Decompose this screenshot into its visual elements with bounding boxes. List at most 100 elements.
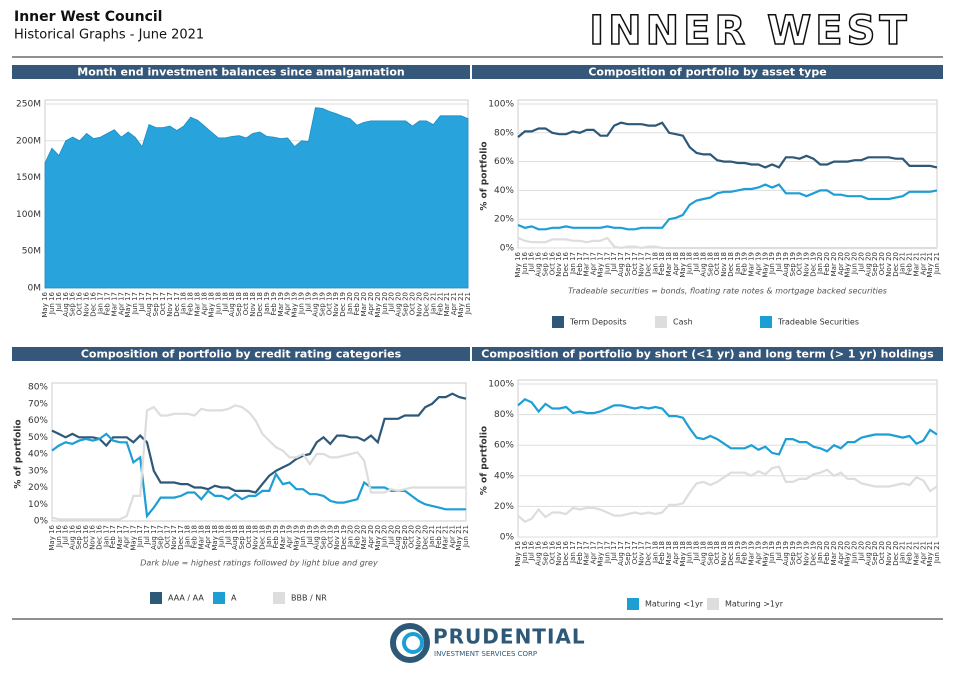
y-tick-label: 80%	[494, 128, 514, 138]
x-tick-label: May 21	[455, 525, 463, 551]
plot-area	[51, 382, 467, 522]
x-tick-label: Jul 16	[528, 540, 536, 561]
x-tick-label: Aug 20	[395, 292, 403, 317]
x-tick-label: Nov 20	[885, 541, 893, 566]
x-tick-label: Jul 16	[62, 524, 70, 545]
y-tick-label: 0%	[34, 517, 49, 527]
x-tick-label: Sep 20	[401, 525, 409, 549]
x-tick-label: Apr 19	[286, 525, 294, 548]
x-tick-label: Apr 20	[837, 252, 845, 275]
x-tick-label: Aug 16	[68, 524, 76, 549]
x-tick-label: Jul 19	[305, 292, 313, 313]
x-tick-label: Feb 21	[906, 541, 914, 565]
legend-swatch	[213, 592, 225, 604]
x-tick-label: Nov 19	[333, 525, 341, 550]
legend-swatch	[707, 598, 719, 610]
x-tick-label: Aug 16	[535, 251, 543, 276]
y-tick-label: 100%	[488, 380, 514, 390]
x-tick-label: Oct 18	[242, 292, 250, 315]
x-tick-label: Oct 17	[163, 525, 171, 548]
x-tick-label: Jan 21	[899, 252, 907, 275]
x-tick-label: Feb 20	[353, 525, 361, 549]
panel-title-bar	[472, 65, 943, 79]
legend-swatch	[150, 592, 162, 604]
x-tick-label: Feb 17	[109, 525, 117, 549]
y-tick-label: 20%	[494, 502, 514, 512]
y-tick-label: 50%	[28, 433, 48, 443]
x-tick-label: Feb 21	[435, 525, 443, 549]
x-tick-label: Feb 19	[741, 252, 749, 276]
x-tick-label: Dec 17	[645, 252, 653, 277]
x-tick-label: May 19	[761, 252, 769, 278]
x-tick-label: Aug 17	[617, 541, 625, 566]
x-tick-label: Apr 21	[919, 252, 927, 275]
x-tick-label: Oct 17	[159, 292, 167, 315]
x-tick-label: Jul 20	[857, 252, 865, 273]
x-tick-label: Feb 18	[658, 252, 666, 276]
legend-swatch	[627, 598, 639, 610]
x-tick-label: Jan 19	[263, 292, 271, 315]
x-tick-label: Jan 18	[180, 292, 188, 315]
x-tick-label: Mar 17	[110, 292, 118, 316]
x-tick-label: Jul 18	[224, 525, 232, 546]
x-tick-label: Aug 18	[228, 292, 236, 317]
x-tick-label: Sep 20	[871, 252, 879, 276]
x-tick-label: Feb 18	[658, 541, 666, 565]
x-tick-label: Jan 18	[651, 541, 659, 564]
x-tick-label: Mar 21	[442, 525, 450, 549]
y-tick-label: 80%	[28, 383, 48, 393]
x-tick-label: Oct 19	[325, 292, 333, 315]
y-axis-title: % of portfolio	[480, 426, 490, 495]
x-tick-label: Nov 16	[89, 524, 97, 549]
x-tick-label: Aug 19	[311, 292, 319, 317]
y-tick-label: 20%	[494, 215, 514, 225]
x-tick-label: Dec 17	[177, 525, 185, 550]
x-tick-label: Apr 20	[367, 525, 375, 548]
x-tick-label: Aug 16	[535, 540, 543, 565]
x-tick-label: Jun 20	[851, 541, 859, 564]
legend-swatch	[760, 316, 772, 328]
page-title: Inner West Council	[14, 9, 162, 25]
x-tick-label: May 18	[679, 252, 687, 278]
x-tick-label: Apr 19	[754, 541, 762, 564]
x-tick-label: Nov 19	[332, 292, 340, 317]
x-tick-label: Apr 19	[754, 252, 762, 275]
x-tick-label: Apr 17	[123, 525, 131, 548]
x-tick-label: Mar 20	[830, 252, 838, 276]
x-tick-label: Nov 16	[555, 251, 563, 276]
x-tick-label: May 21	[457, 292, 465, 318]
x-tick-label: Oct 20	[408, 525, 416, 548]
x-tick-label: Dec 18	[727, 541, 735, 566]
x-tick-label: Dec 16	[562, 540, 570, 565]
x-tick-label: Mar 19	[748, 541, 756, 565]
x-tick-label: Jun 19	[298, 292, 306, 315]
x-tick-label: Nov 16	[555, 540, 563, 565]
x-tick-label: Sep 19	[318, 292, 326, 316]
x-tick-label: Aug 20	[394, 525, 402, 550]
x-tick-label: Apr 19	[284, 292, 292, 315]
x-tick-label: Sep 18	[706, 252, 714, 276]
panel-title: Composition of portfolio by asset type	[588, 66, 826, 79]
x-tick-label: May 18	[679, 541, 687, 567]
plot-area	[517, 379, 938, 538]
x-tick-label: Dec 19	[809, 541, 817, 566]
legend-label: Tradeable Securities	[777, 318, 859, 327]
x-tick-label: Jan 21	[899, 541, 907, 564]
x-tick-label: Feb 18	[187, 292, 195, 316]
chart-note: Dark blue = highest ratings followed by …	[140, 559, 378, 568]
legend-label: Maturing >1yr	[725, 600, 784, 609]
x-tick-label: Oct 16	[548, 540, 556, 564]
x-tick-label: Apr 21	[448, 525, 456, 548]
x-tick-label: Jan 19	[734, 541, 742, 564]
x-tick-label: Aug 17	[150, 525, 158, 550]
y-tick-label: 70%	[28, 399, 48, 409]
x-tick-label: Nov 20	[414, 525, 422, 550]
x-tick-label: Jun 17	[603, 541, 611, 564]
x-tick-label: May 17	[596, 541, 604, 567]
x-tick-label: May 20	[374, 292, 382, 318]
x-tick-label: Mar 17	[116, 525, 124, 549]
x-tick-label: Jun 18	[214, 292, 222, 315]
y-tick-label: 20%	[28, 483, 48, 493]
y-tick-label: 250M	[16, 100, 41, 110]
